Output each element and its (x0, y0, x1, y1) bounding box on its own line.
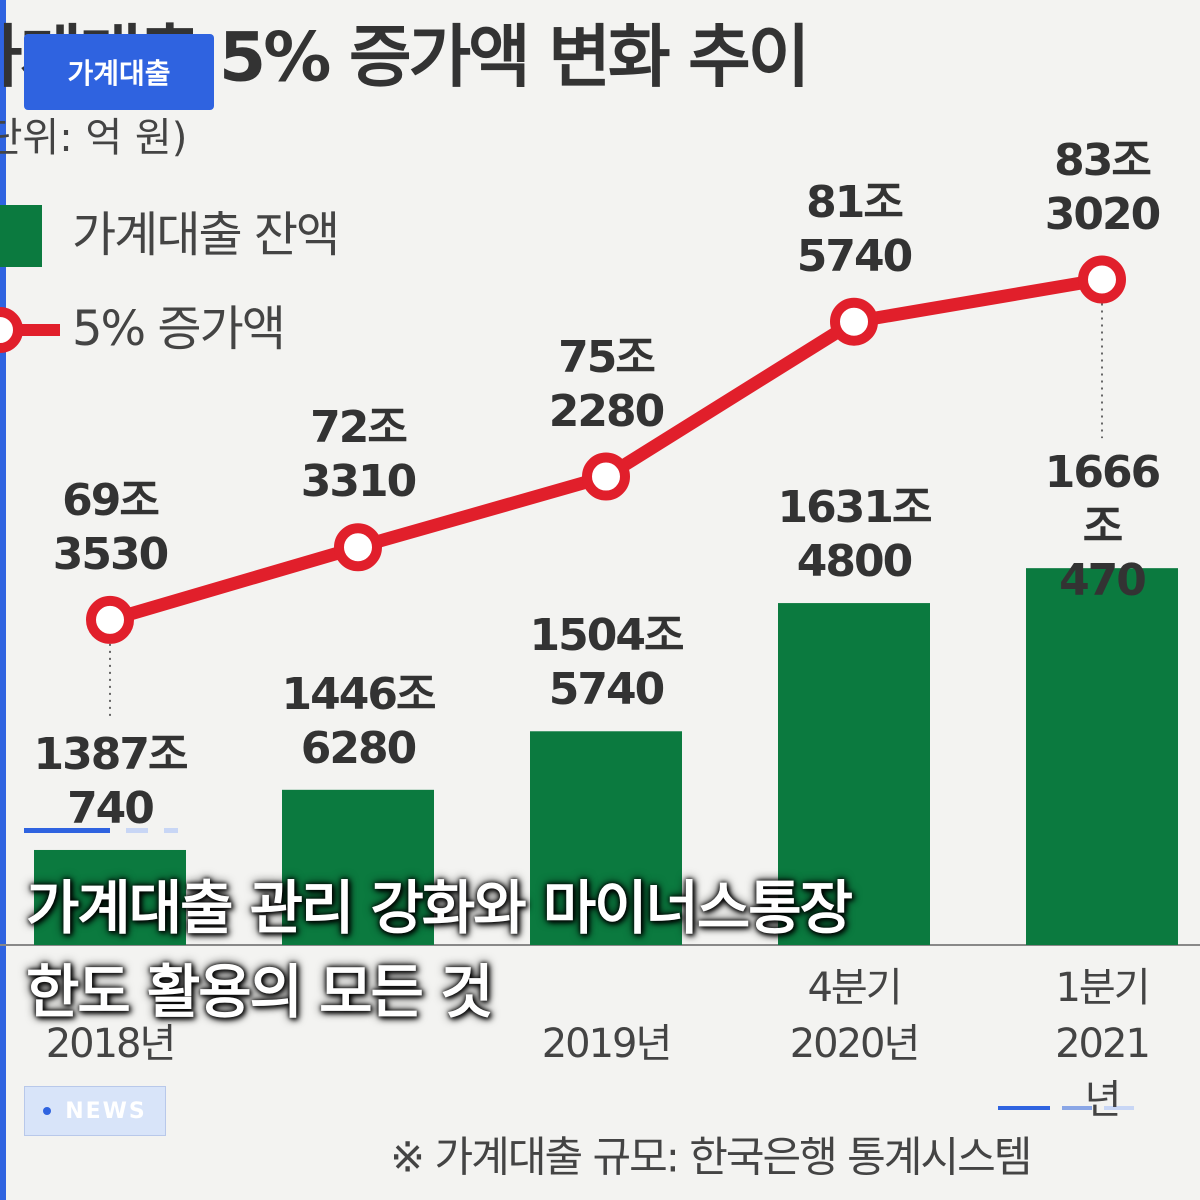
x-tick-label: 2019년 (541, 1021, 673, 1067)
bar (1026, 568, 1178, 945)
chart-subtitle: (단위: 억 원) (0, 115, 187, 161)
headline-line: 한도 활용의 모든 것 (26, 958, 493, 1026)
x-tick-label: 1분기 2021년 (1055, 965, 1151, 1123)
data-label: 83조 3020 (1044, 134, 1161, 240)
data-label: 1631조 4800 (777, 482, 933, 588)
progress-top (24, 828, 178, 833)
x-tick-label: 4분기 2020년 (789, 965, 921, 1067)
news-badge: NEWS (24, 1086, 166, 1136)
legend-label: 5% 증가액 (72, 301, 284, 357)
headline-line: 가계대출 관리 강화와 마이너스통장 (26, 874, 853, 942)
data-label: 1387조 740 (33, 728, 189, 834)
bar (530, 731, 682, 945)
data-label: 1446조 6280 (281, 668, 437, 774)
x-tick-label: 2018년 (45, 1021, 177, 1067)
data-label: 1504조 5740 (529, 610, 685, 716)
data-label: 81조 5740 (796, 176, 913, 282)
bar (778, 603, 930, 945)
bar (34, 849, 186, 945)
legend-marker (0, 307, 23, 353)
data-label: 75조 2280 (548, 331, 665, 437)
progress-bottom (998, 1106, 1134, 1110)
bar (282, 789, 434, 945)
data-label: 1666조 470 (1044, 447, 1161, 607)
data-label: 72조 3310 (300, 402, 417, 508)
line-point (830, 297, 878, 346)
category-tag[interactable]: 가계대출 (24, 34, 214, 110)
line-point (334, 523, 382, 572)
line-point (86, 595, 134, 644)
legend-label: 가계대출 잔액 (72, 207, 338, 263)
edge-accent (0, 0, 6, 1200)
line-point (582, 452, 630, 501)
footnote: ※ 가계대출 규모: 한국은행 통계시스템 (390, 1133, 1030, 1182)
headline: 가계대출 관리 강화와 마이너스통장 한도 활용의 모든 것 (26, 866, 853, 1034)
data-label: 69조 3530 (52, 474, 169, 580)
line-point (1078, 255, 1126, 304)
legend-swatch-bar (0, 205, 42, 267)
